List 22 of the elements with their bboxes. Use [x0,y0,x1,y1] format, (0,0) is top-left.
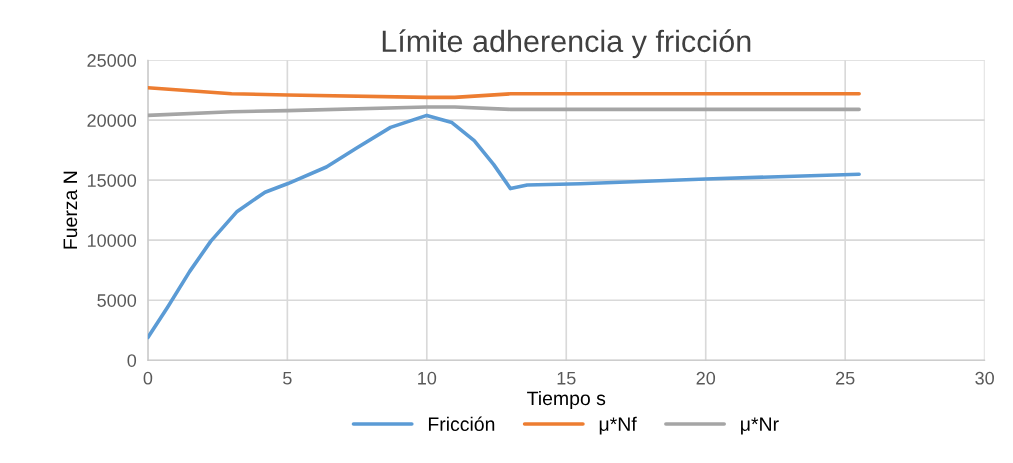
legend-label: Fricción [428,416,495,431]
y-tick-label: 5000 [97,294,137,307]
y-tick-label: 10000 [87,234,137,247]
x-tick-label: 25 [836,371,855,385]
y-tick-label: 0 [127,354,137,367]
x-tick-label: 15 [557,371,576,385]
legend-label: μ*Nf [599,416,637,435]
y-tick-label: 20000 [87,114,137,127]
legend-label: μ*Nr [741,417,779,435]
y-axis-title: Fuerza N [63,171,78,249]
x-tick-label: 30 [975,371,994,385]
x-tick-label: 0 [143,371,153,385]
line-series [147,85,861,100]
x-tick-label: 20 [696,371,716,385]
chart-title: Límite adherencia y fricción [382,29,751,59]
x-axis-title: Tiempo s [527,390,606,410]
x-tick-label: 5 [283,371,292,385]
x-tick-label: 10 [418,371,437,385]
line-series [147,113,861,340]
y-tick-label: 15000 [87,174,137,187]
line-series [147,105,861,118]
y-tick-label: 25000 [87,54,137,67]
